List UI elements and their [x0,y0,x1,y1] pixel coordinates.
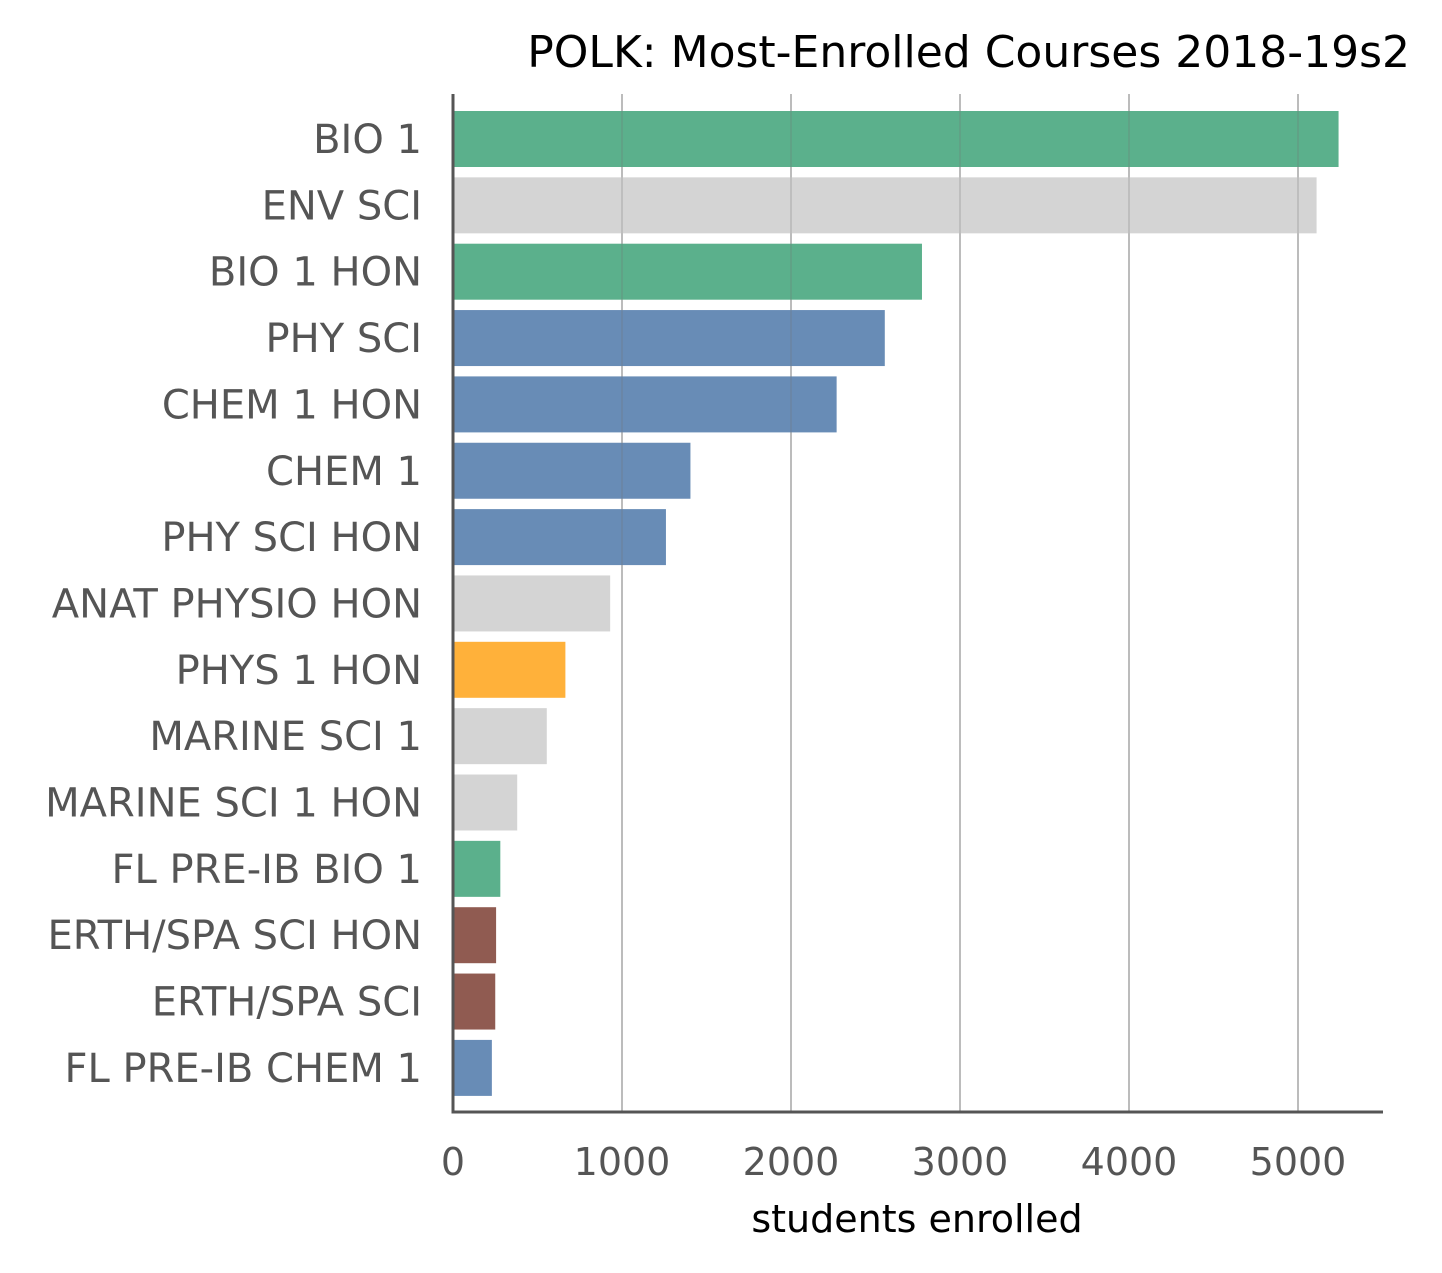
bar-chem-1 [453,442,691,499]
x-tick-label-2000: 2000 [743,1140,840,1184]
bars [453,94,1339,1112]
bar-fl-pre-ib-bio-1 [453,840,501,897]
bar-erth-spa-sci [453,973,496,1030]
bar-marine-sci-1-hon [453,774,518,831]
x-tick-label-1000: 1000 [574,1140,671,1184]
bar-anat-physio-hon [453,575,611,632]
category-label-bio-1: BIO 1 [313,117,422,163]
x-tick-label-0: 0 [441,1140,465,1184]
axes [451,94,1383,1114]
category-label-fl-pre-ib-chem-1: FL PRE-IB CHEM 1 [64,1046,422,1092]
bar-phys-1-hon [453,641,566,698]
bar-env-sci [453,177,1317,234]
bar-phy-sci [453,310,885,367]
bar-phy-sci-hon [453,509,666,566]
category-label-chem-1-hon: CHEM 1 HON [162,382,422,428]
category-label-marine-sci-1: MARINE SCI 1 [149,714,422,760]
category-label-erth-spa-sci-hon: ERTH/SPA SCI HON [48,913,423,959]
x-tick-label-3000: 3000 [912,1140,1009,1184]
category-label-anat-physio-hon: ANAT PHYSIO HON [52,581,422,627]
bar-chem-1-hon [453,376,837,433]
chart-title: POLK: Most-Enrolled Courses 2018-19s2 [527,27,1410,78]
category-label-env-sci: ENV SCI [262,183,422,229]
category-label-erth-spa-sci: ERTH/SPA SCI [152,980,422,1026]
bar-erth-spa-sci-hon [453,907,497,964]
bar-marine-sci-1 [453,708,547,765]
bar-fl-pre-ib-chem-1 [453,1039,492,1096]
category-labels: BIO 1 ENV SCI BIO 1 HON PHY SCI CHEM 1 HON CH… [45,117,422,1092]
category-label-fl-pre-ib-bio-1: FL PRE-IB BIO 1 [112,847,422,893]
x-tick-label-5000: 5000 [1250,1140,1347,1184]
x-tick-label-4000: 4000 [1081,1140,1178,1184]
x-axis-label: students enrolled [751,1197,1082,1241]
x-tick-labels: 0 1000 2000 3000 4000 5000 [441,1140,1346,1184]
bar-bio-1-hon [453,243,922,300]
category-label-phys-1-hon: PHYS 1 HON [176,648,422,694]
category-label-phy-sci-hon: PHY SCI HON [161,515,422,561]
category-label-phy-sci: PHY SCI [266,316,422,362]
bar-bio-1 [453,111,1339,167]
category-label-bio-1-hon: BIO 1 HON [209,250,422,296]
category-label-chem-1: CHEM 1 [266,449,422,495]
category-label-marine-sci-1-hon: MARINE SCI 1 HON [45,781,422,827]
